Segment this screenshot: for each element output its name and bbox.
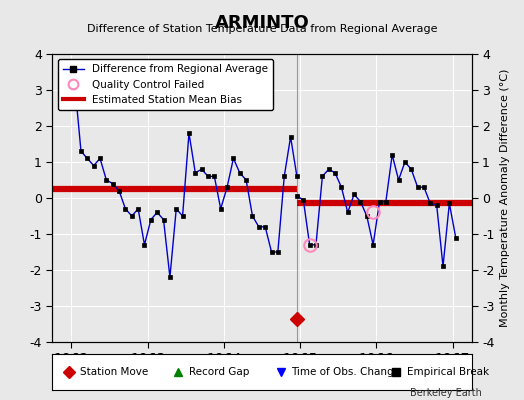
Text: Record Gap: Record Gap <box>189 367 249 377</box>
Text: Station Move: Station Move <box>80 367 148 377</box>
Legend: Difference from Regional Average, Quality Control Failed, Estimated Station Mean: Difference from Regional Average, Qualit… <box>58 59 273 110</box>
Y-axis label: Monthly Temperature Anomaly Difference (°C): Monthly Temperature Anomaly Difference (… <box>500 69 510 327</box>
Text: ARMINTO: ARMINTO <box>215 14 309 32</box>
Text: Empirical Break: Empirical Break <box>407 367 489 377</box>
Text: Time of Obs. Change: Time of Obs. Change <box>291 367 400 377</box>
Text: Difference of Station Temperature Data from Regional Average: Difference of Station Temperature Data f… <box>87 24 437 34</box>
Text: Berkeley Earth: Berkeley Earth <box>410 388 482 398</box>
